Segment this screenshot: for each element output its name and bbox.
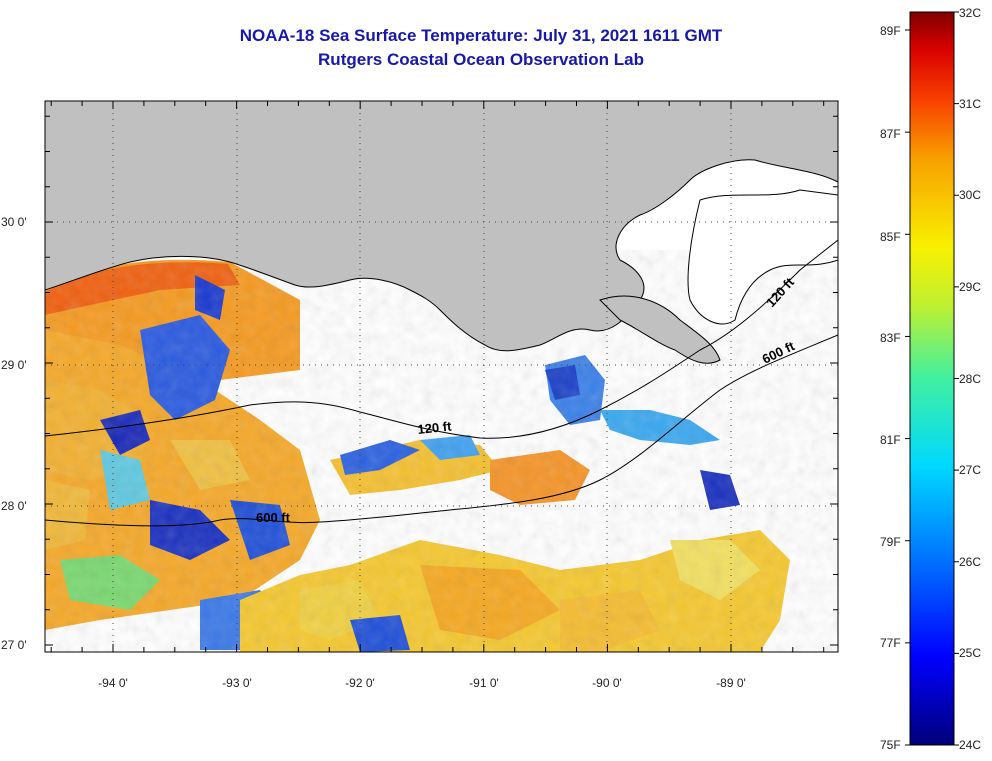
contour-label-120: 120 ft: [417, 418, 453, 437]
cb-c-31: 31C: [959, 97, 982, 111]
cb-c-26: 26C: [959, 555, 982, 569]
cb-c-32: 32C: [959, 6, 982, 20]
lat-label-27: 27 0': [1, 638, 27, 652]
grid-lines: [45, 101, 838, 652]
contour-label-600: 600 ft: [256, 510, 291, 525]
lon-label-93: -93 0': [222, 676, 252, 690]
colorbar: [909, 11, 955, 746]
cb-c-27: 27C: [959, 463, 982, 477]
contour-600ft: [45, 334, 838, 527]
cb-f-83: 83F: [880, 331, 901, 345]
lon-label-91: -91 0': [469, 676, 499, 690]
cb-c-24: 24C: [959, 738, 982, 752]
map-area: [45, 101, 838, 652]
lon-label-90: -90 0': [592, 676, 622, 690]
cb-f-79: 79F: [880, 535, 901, 549]
cb-c-28: 28C: [959, 372, 982, 386]
colorbar-ticks: [905, 11, 959, 746]
cb-f-89: 89F: [880, 24, 901, 38]
lon-label-94: -94 0': [98, 676, 128, 690]
lat-label-30: 30 0': [1, 215, 27, 229]
cb-f-77: 77F: [880, 636, 901, 650]
cb-f-87: 87F: [880, 127, 901, 141]
cb-c-25: 25C: [959, 646, 982, 660]
lon-label-92: -92 0': [345, 676, 375, 690]
cb-f-81: 81F: [880, 433, 901, 447]
lat-label-29: 29 0': [1, 358, 27, 372]
cb-f-75: 75F: [880, 738, 901, 752]
delta: [599, 295, 721, 364]
land-mass: [45, 101, 838, 352]
cb-c-30: 30C: [959, 188, 982, 202]
lat-label-28: 28 0': [1, 499, 27, 513]
axis-ticks: [45, 101, 838, 652]
map-subtitle: Rutgers Coastal Ocean Observation Lab: [318, 50, 644, 69]
contour-120ft: [45, 239, 838, 439]
cb-c-29: 29C: [959, 280, 982, 294]
map-title: NOAA-18 Sea Surface Temperature: July 31…: [239, 26, 723, 45]
cb-f-85: 85F: [880, 230, 901, 244]
map-frame: [44, 100, 839, 653]
mississippi-sound: [687, 189, 838, 325]
lon-label-89: -89 0': [716, 676, 746, 690]
